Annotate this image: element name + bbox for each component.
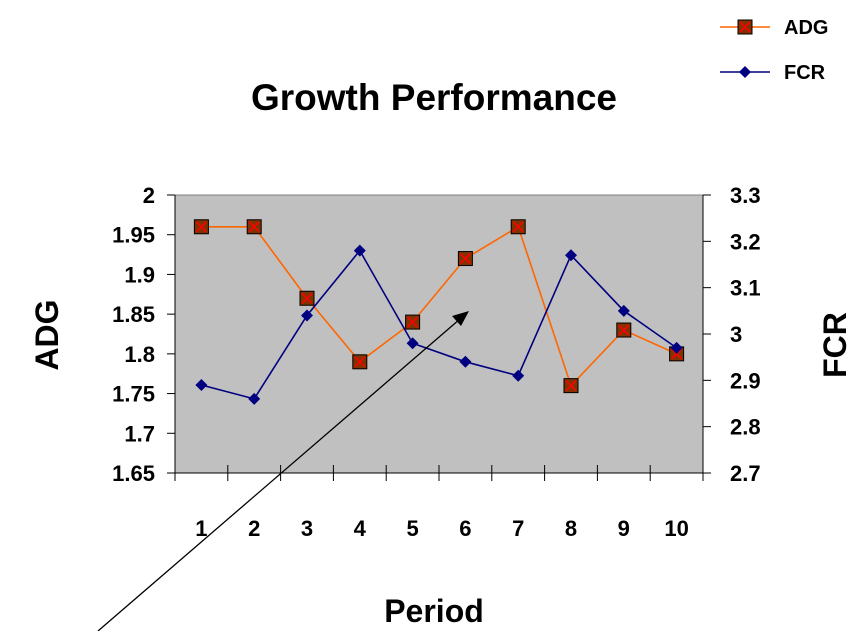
y-axis-title: ADG	[29, 299, 65, 370]
adg-point	[352, 354, 368, 370]
right-tick-label: 2.9	[730, 368, 761, 393]
point-x-stroke	[459, 252, 471, 265]
fcr-point	[617, 304, 630, 317]
fcr-point	[353, 244, 366, 257]
adg-point	[457, 251, 473, 267]
point-x-stroke	[301, 292, 313, 304]
point-x-stroke	[407, 316, 419, 328]
x-tick-label: 3	[301, 516, 313, 541]
right-tick-label: 3.3	[730, 183, 761, 208]
right-tick-label: 2.7	[730, 461, 761, 486]
adg-point	[299, 290, 315, 306]
legend-label: ADG	[784, 17, 828, 39]
legend-marker	[739, 66, 751, 78]
x-tick-label: 6	[459, 516, 471, 541]
fcr-point	[301, 309, 313, 322]
point-x-stroke	[618, 324, 630, 336]
adg-point	[510, 219, 526, 235]
fcr-point	[512, 369, 525, 382]
left-tick-label: 2	[143, 183, 155, 208]
adg-series-line	[201, 225, 677, 388]
plot-area	[174, 194, 704, 474]
left-tick-label: 1.75	[112, 382, 155, 407]
point-x-stroke	[354, 356, 366, 368]
legend: ADG FCR	[720, 17, 828, 84]
adg-point	[405, 314, 421, 330]
fcr-point	[248, 392, 261, 405]
x-tick-label: 4	[354, 516, 367, 541]
fcr-series-line	[201, 249, 678, 400]
point-x-stroke	[248, 221, 260, 233]
fcr-point	[670, 341, 683, 354]
x-axis-title: Period	[384, 593, 484, 629]
right-tick-label: 2.8	[730, 415, 761, 440]
legend-marker-x	[739, 21, 751, 33]
point-x-stroke	[195, 221, 207, 233]
x-tick-label: 2	[248, 516, 260, 541]
right-tick-label: 3	[730, 322, 742, 347]
left-tick-label: 1.9	[124, 262, 155, 287]
adg-point	[563, 378, 579, 394]
x-tick-label: 10	[664, 516, 688, 541]
adg-point	[246, 219, 262, 235]
left-tick-label: 1.7	[124, 421, 155, 446]
arrow-shaft	[97, 318, 461, 631]
left-tick-label: 1.8	[124, 342, 155, 367]
left-tick-label: 1.65	[112, 461, 155, 486]
left-y-axis: 2 1.95 1.9 1.85 1.8 1.75 1.7 1.65	[112, 183, 176, 486]
fcr-point	[195, 378, 208, 391]
legend-item-adg: ADG	[720, 17, 828, 39]
chart-title: Growth Performance	[251, 77, 617, 118]
legend-label: FCR	[784, 62, 826, 84]
adg-point	[193, 219, 209, 235]
series-layer	[193, 219, 685, 405]
left-tick-label: 1.95	[112, 223, 155, 248]
annotation-arrow	[97, 311, 469, 631]
x-tick-label: 7	[512, 516, 524, 541]
point-x-stroke	[512, 221, 524, 233]
fcr-point	[459, 355, 472, 368]
left-tick-label: 1.85	[112, 302, 155, 327]
x-tick-label: 8	[565, 516, 577, 541]
point-x-stroke	[565, 380, 577, 392]
adg-point	[616, 322, 632, 338]
x-tick-label: 1	[195, 516, 207, 541]
right-y-axis: 3.3 3.2 3.1 3 2.9 2.8 2.7	[702, 183, 761, 486]
fcr-point	[565, 249, 577, 262]
right-tick-label: 3.2	[730, 229, 761, 254]
right-tick-label: 3.1	[730, 276, 761, 301]
fcr-point	[406, 337, 419, 350]
legend-item-fcr: FCR	[720, 62, 826, 84]
arrow-head	[452, 311, 469, 326]
x-axis: 1 2 3 4 5 6 7 8 9 10	[174, 465, 704, 541]
x-tick-label: 9	[618, 516, 630, 541]
x-tick-label: 5	[406, 516, 418, 541]
y2-axis-title: FCR	[817, 312, 853, 378]
